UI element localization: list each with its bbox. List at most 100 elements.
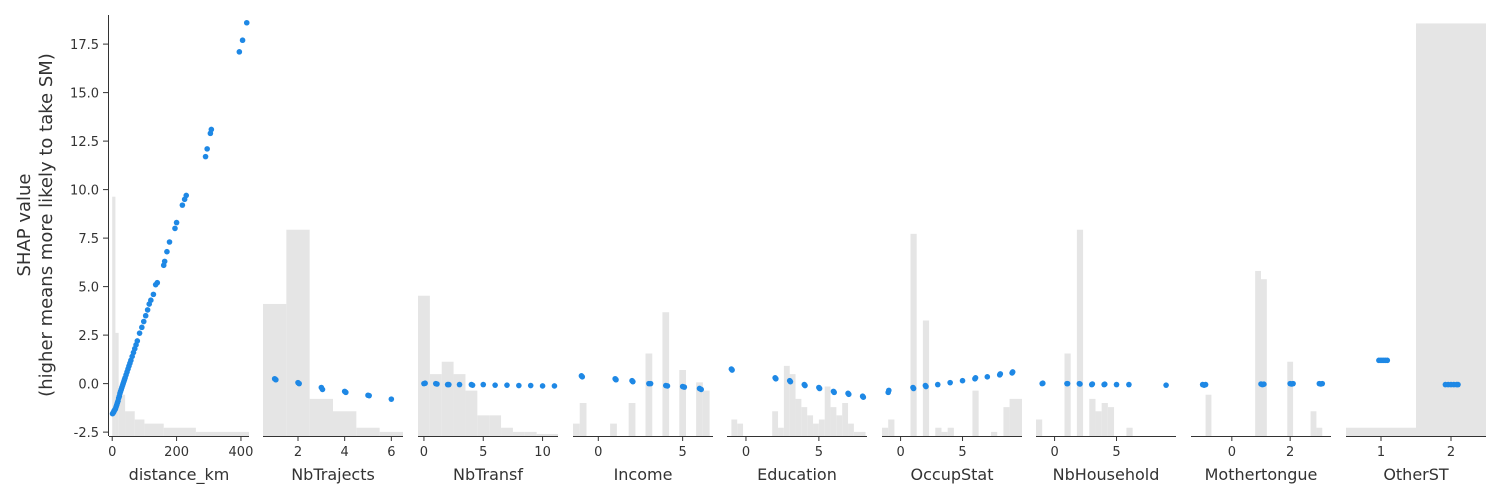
x-tick-label: 5 — [815, 445, 823, 460]
histogram-bar — [702, 390, 710, 436]
histogram-bar — [144, 423, 164, 436]
scatter-point — [140, 318, 147, 325]
histogram-bar — [848, 423, 854, 436]
scatter-point — [480, 381, 487, 388]
scatter-point — [1101, 381, 1108, 387]
scatter-point — [164, 248, 170, 255]
histogram-bar — [807, 415, 814, 436]
scatter-point — [1290, 380, 1296, 387]
scatter-point — [698, 386, 704, 393]
scatter-point — [539, 383, 546, 389]
scatter-point — [1261, 381, 1267, 387]
histogram-bar — [795, 398, 802, 436]
scatter-point — [773, 375, 779, 382]
panel-nbtrajects: 2 4 6 NbTrajects — [263, 229, 403, 484]
histogram-bar — [662, 312, 670, 436]
x-tick-label: 2 — [1447, 445, 1455, 460]
panel-mothertongue: 0 2 Mothertongue — [1191, 270, 1331, 484]
x-tick-label: 0 — [594, 445, 602, 460]
scatter-point — [319, 386, 326, 393]
scatter-point — [816, 385, 823, 392]
histogram-bar — [195, 431, 249, 436]
y-tick-label: 5.0 — [78, 281, 99, 296]
scatter-point — [204, 146, 210, 152]
panel-income: 0 5 Income — [573, 312, 713, 484]
scatter-point — [729, 367, 735, 373]
scatter-point — [1064, 380, 1071, 387]
histogram-bar — [356, 427, 380, 436]
x-tick-label: 0 — [1050, 445, 1058, 460]
histogram-bar — [882, 427, 889, 436]
y-tick-label: 2.5 — [78, 329, 99, 344]
x-tick-label: 5 — [1112, 445, 1120, 460]
scatter-point — [1202, 381, 1209, 388]
scatter-point — [630, 378, 636, 385]
histogram-bar — [453, 374, 466, 436]
scatter-point — [959, 377, 966, 384]
histogram-bar — [429, 374, 442, 436]
scatter-point — [166, 239, 173, 245]
histogram-bar — [418, 295, 430, 436]
histogram-bar — [935, 427, 942, 436]
histogram-bar — [830, 407, 837, 436]
histogram-bar — [789, 374, 796, 436]
histogram-bar — [922, 320, 930, 436]
scatter-point — [579, 374, 586, 380]
histogram-bar — [309, 398, 333, 436]
scatter-point — [144, 307, 151, 313]
histogram-bar — [910, 233, 917, 436]
scatter-point — [647, 380, 654, 387]
histogram-bar — [118, 394, 126, 436]
scatter-point — [136, 330, 143, 336]
histogram-bar — [783, 365, 790, 436]
scatter-point — [1163, 382, 1169, 388]
histogram-bar — [333, 411, 357, 436]
x-axis-title: NbHousehold — [1053, 465, 1160, 484]
y-tick-label: 0.0 — [78, 378, 99, 393]
scatter-point — [172, 225, 178, 232]
scatter-point — [179, 202, 186, 208]
scatter-point — [923, 383, 929, 390]
scatter-point — [1113, 381, 1120, 388]
scatter-point — [139, 324, 145, 331]
x-axis-title: Mothertongue — [1205, 465, 1318, 484]
histogram-bar — [1076, 229, 1084, 436]
scatter-point — [1040, 380, 1046, 387]
scatter-point — [154, 279, 161, 286]
histogram-bar — [610, 423, 617, 436]
histogram-bar — [1346, 427, 1416, 436]
scatter-point — [845, 391, 852, 398]
histogram-bar — [772, 411, 779, 436]
x-tick-label: 0 — [108, 445, 116, 460]
histogram-bar — [818, 419, 825, 436]
y-axis-title-line1: SHAP value — [14, 173, 35, 276]
histogram-bar — [1261, 279, 1267, 436]
histogram-bar — [778, 427, 784, 436]
scatter-point — [208, 126, 215, 133]
y-tick-label: 10.0 — [70, 184, 99, 199]
histogram-bar — [888, 419, 895, 436]
histogram-bar — [1287, 361, 1294, 436]
histogram-bar — [813, 423, 819, 436]
scatter-point — [934, 381, 941, 388]
histogram-bar — [628, 402, 636, 436]
scatter-point — [239, 37, 246, 44]
histogram-bar — [1095, 411, 1102, 436]
y-axis: 17.5 15.0 12.5 10.0 7.5 5.0 2.5 0.0 -2.5 — [70, 15, 109, 441]
histogram-bar — [573, 423, 580, 436]
scatter-point — [469, 382, 476, 388]
scatter-point — [183, 192, 190, 199]
scatter-point — [243, 19, 250, 26]
scatter-point — [1455, 381, 1461, 388]
scatter-point — [150, 291, 157, 298]
x-tick-label: 5 — [678, 445, 686, 460]
histogram-bar — [1126, 427, 1133, 436]
scatter-point — [831, 389, 837, 396]
histogram-bar — [947, 427, 954, 436]
scatter-point — [516, 382, 522, 389]
y-tick-label: 15.0 — [70, 87, 99, 102]
panel-otherst: 1 2 OtherST — [1346, 23, 1486, 484]
scatter-point — [434, 381, 440, 387]
x-axis-title: OccupStat — [911, 465, 994, 484]
